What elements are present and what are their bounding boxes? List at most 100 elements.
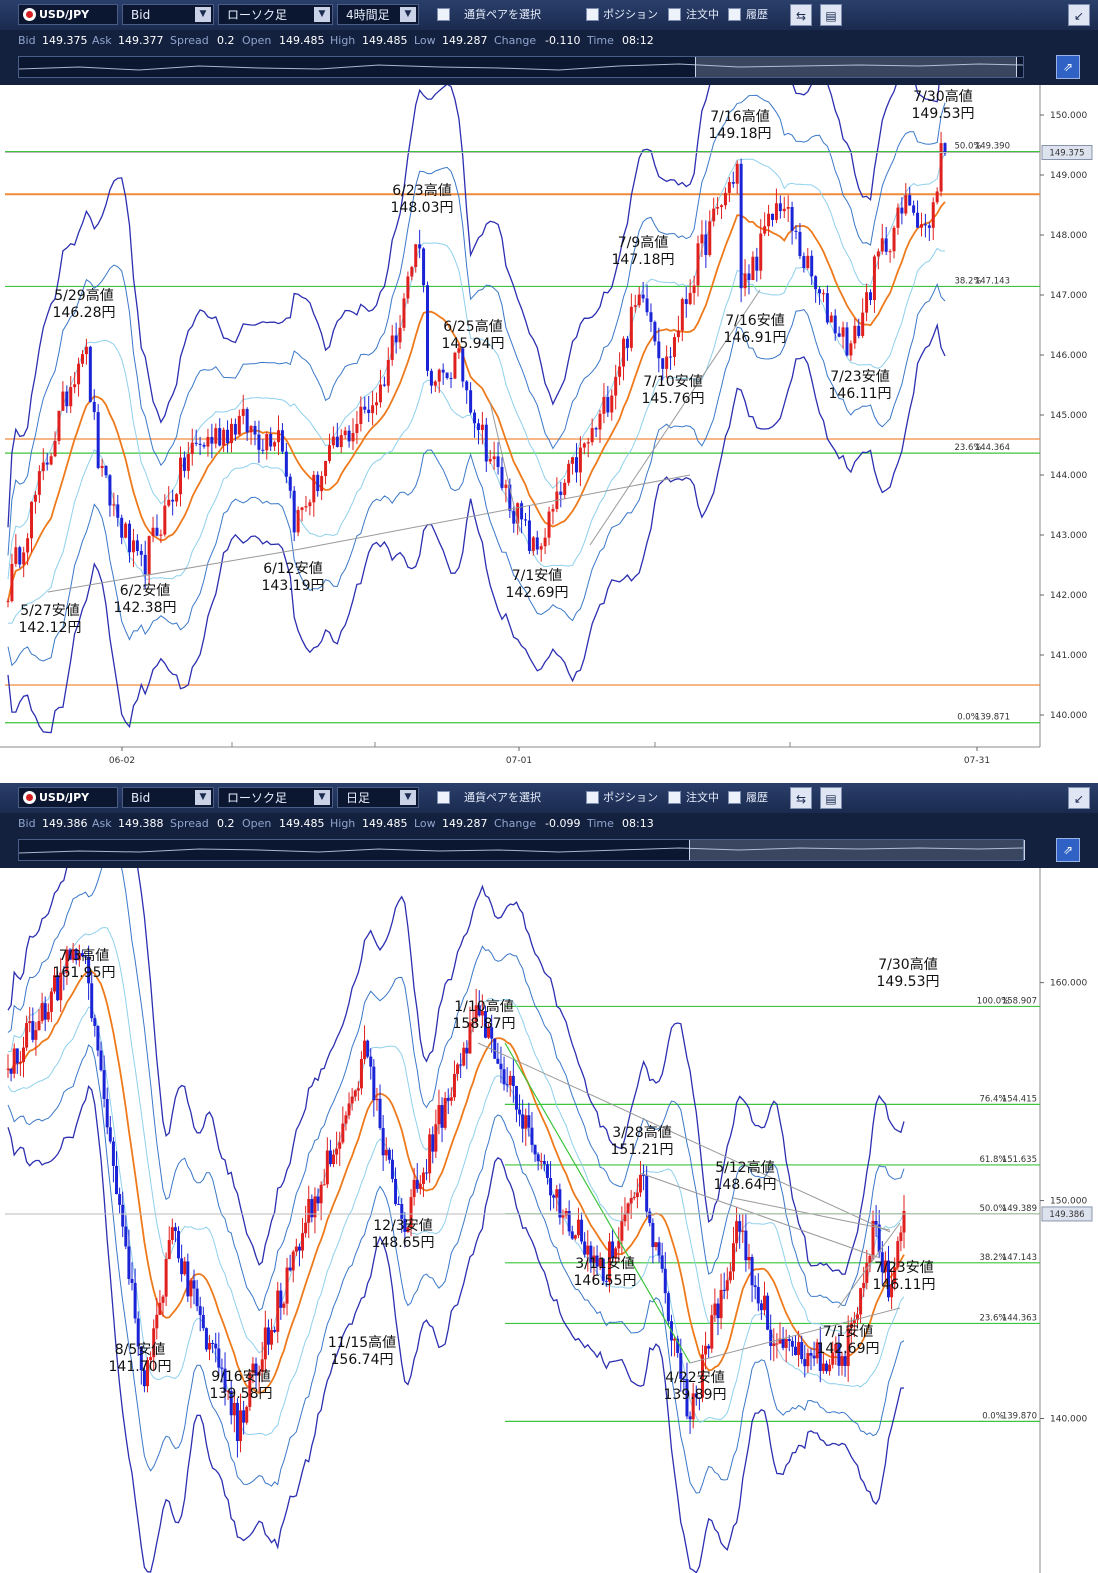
candle-body	[923, 224, 927, 226]
fibonacci-value-label: 139.871	[975, 713, 1010, 723]
candlestick	[118, 1187, 122, 1214]
candle-body	[80, 354, 84, 364]
annotation-value: 161.95円	[53, 965, 116, 981]
candlestick	[490, 1014, 494, 1053]
annotation-value: 149.18円	[709, 126, 772, 142]
candlestick	[61, 381, 65, 412]
chart-style-select[interactable]: ローソク足 ▼	[218, 4, 333, 25]
chart-tools-button[interactable]: ⇆	[790, 787, 812, 809]
candle-body	[766, 1295, 770, 1330]
candle-body	[173, 1227, 177, 1231]
price-type-select[interactable]: Bid ▼	[122, 787, 214, 808]
annotation-label: 7/1安値	[823, 1324, 874, 1340]
candlestick	[217, 1332, 221, 1377]
order-checkbox[interactable]	[668, 791, 681, 804]
window-icon: ▤	[825, 9, 837, 23]
candlestick	[606, 385, 610, 417]
candle-body	[397, 1204, 401, 1206]
candle-body	[657, 341, 661, 359]
candle-body	[487, 1027, 491, 1038]
expand-button[interactable]: ⇗	[1056, 55, 1080, 79]
price-type-select[interactable]: Bid ▼	[122, 4, 214, 25]
position-checkbox[interactable]	[586, 791, 599, 804]
navigator-selection-handle[interactable]	[695, 57, 1017, 77]
select-pair-checkbox[interactable]	[437, 791, 450, 804]
navigator-selection-handle[interactable]	[689, 840, 1025, 860]
candle-body	[694, 1393, 698, 1398]
pair-selector[interactable]: USD/JPY	[18, 787, 118, 808]
candlestick	[551, 504, 555, 525]
candle-body	[829, 315, 833, 323]
candlestick	[669, 347, 673, 370]
position-checkbox[interactable]	[586, 8, 599, 21]
annotation-value: 142.12円	[19, 620, 82, 636]
candlestick	[527, 1102, 531, 1137]
candlestick	[834, 1336, 838, 1365]
expand-button[interactable]: ⇗	[1056, 838, 1080, 862]
annotation-label: 7/3高値	[59, 947, 110, 964]
candlestick	[279, 1282, 283, 1320]
candle-body	[189, 1280, 193, 1297]
collapse-button[interactable]: ↙	[1068, 787, 1090, 809]
candle-body	[755, 256, 759, 271]
candle-body	[570, 1231, 574, 1239]
candle-body	[493, 1038, 497, 1059]
candlestick	[632, 1191, 636, 1201]
candlestick	[316, 471, 320, 497]
candlestick	[653, 320, 657, 346]
candlestick	[892, 225, 896, 259]
candlestick	[112, 492, 116, 517]
navigator-track[interactable]	[18, 839, 1025, 861]
candlestick	[810, 250, 814, 286]
candlestick	[339, 429, 343, 453]
candlestick	[518, 1094, 522, 1127]
pair-label: USD/JPY	[39, 791, 90, 804]
candle-body	[480, 1010, 484, 1016]
candle-body	[707, 1345, 711, 1349]
timeframe-select[interactable]: 日足 ▼	[337, 787, 419, 808]
candle-body	[441, 369, 445, 373]
order-checkbox[interactable]	[668, 8, 681, 21]
candle-body	[226, 1390, 230, 1392]
candlestick	[704, 1331, 708, 1370]
candlestick	[549, 1161, 553, 1211]
candle-body	[412, 1179, 416, 1198]
candlestick	[12, 1043, 16, 1079]
annotation-label: 7/23安値	[830, 369, 889, 385]
candlestick	[263, 1310, 267, 1373]
chart-tools-button[interactable]: ⇆	[790, 4, 812, 26]
position-label: ポジション	[603, 791, 658, 804]
navigator-track[interactable]	[18, 56, 1024, 78]
candlestick	[716, 1298, 720, 1336]
select-pair-checkbox[interactable]	[437, 8, 450, 21]
candle-body	[108, 1127, 112, 1142]
timeframe-select[interactable]: 4時間足 ▼	[337, 4, 419, 25]
candle-body	[904, 195, 908, 214]
candle-body	[322, 1184, 326, 1186]
candle-body	[49, 991, 53, 1012]
history-checkbox[interactable]	[728, 8, 741, 21]
fibonacci-percent-label: 0.0%	[982, 1411, 1004, 1421]
candlestick	[304, 496, 308, 512]
candle-body	[787, 1338, 791, 1341]
history-checkbox[interactable]	[728, 791, 741, 804]
candlestick	[433, 379, 437, 393]
layout-button[interactable]: ▤	[820, 4, 842, 26]
candle-body	[778, 203, 782, 212]
candlestick	[130, 1262, 134, 1291]
layout-button[interactable]: ▤	[820, 787, 842, 809]
candle-body	[90, 983, 94, 1019]
candlestick	[344, 1111, 348, 1131]
collapse-button[interactable]: ↙	[1068, 4, 1090, 26]
navigator-sparkline	[19, 847, 1023, 854]
candle-body	[276, 1290, 280, 1332]
candlestick	[124, 521, 128, 539]
candle-body	[253, 425, 257, 435]
candlestick	[625, 335, 629, 361]
candlestick	[469, 382, 473, 415]
candle-body	[563, 482, 567, 495]
candle-body	[598, 413, 602, 430]
chart-style-select[interactable]: ローソク足 ▼	[218, 787, 333, 808]
pair-selector[interactable]: USD/JPY	[18, 4, 118, 25]
candle-body	[382, 384, 386, 386]
